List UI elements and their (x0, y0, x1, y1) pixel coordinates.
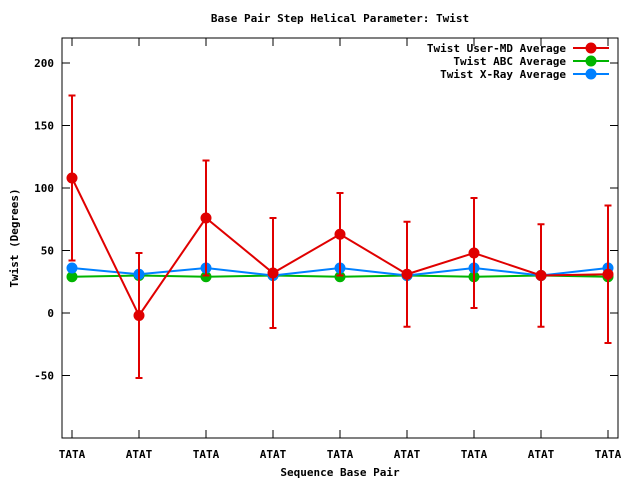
x-tick-label: ATAT (126, 448, 153, 461)
series-layer (66, 94, 614, 379)
data-point (66, 172, 78, 184)
x-tick-label: TATA (59, 448, 86, 461)
x-tick-label: TATA (595, 448, 622, 461)
x-tick-label: ATAT (394, 448, 421, 461)
legend-marker (585, 42, 597, 54)
x-tick-label: TATA (193, 448, 220, 461)
x-tick-label: TATA (327, 448, 354, 461)
legend-label: Twist ABC Average (453, 55, 566, 68)
legend-marker (585, 55, 597, 67)
axis-ticks: -50 0 50 100 150 200 TATA ATAT TATA ATAT TATA ATAT T… (34, 38, 622, 461)
x-tick-label: ATAT (528, 448, 555, 461)
data-point (200, 212, 212, 224)
y-tick-label: 200 (34, 57, 54, 70)
x-axis-label: Sequence Base Pair (280, 466, 400, 479)
legend-marker (585, 68, 597, 80)
data-point (267, 267, 279, 279)
chart-title: Base Pair Step Helical Parameter: Twist (211, 12, 469, 25)
data-point (401, 268, 413, 280)
data-point (602, 268, 614, 280)
data-point (334, 228, 346, 240)
x-tick-label: ATAT (260, 448, 287, 461)
y-tick-label: 150 (34, 120, 54, 133)
data-point (133, 310, 145, 321)
legend-label: Twist X-Ray Average (440, 68, 566, 81)
data-point (66, 262, 78, 274)
y-tick-label: -50 (34, 370, 54, 383)
y-tick-label: 0 (47, 307, 54, 320)
data-point (535, 270, 547, 281)
y-tick-label: 100 (34, 182, 54, 195)
y-axis-label: Twist (Degrees) (8, 188, 21, 287)
y-tick-label: 50 (41, 245, 54, 258)
legend-label: Twist User-MD Average (427, 42, 566, 55)
x-tick-label: TATA (461, 448, 488, 461)
data-point (468, 247, 480, 259)
